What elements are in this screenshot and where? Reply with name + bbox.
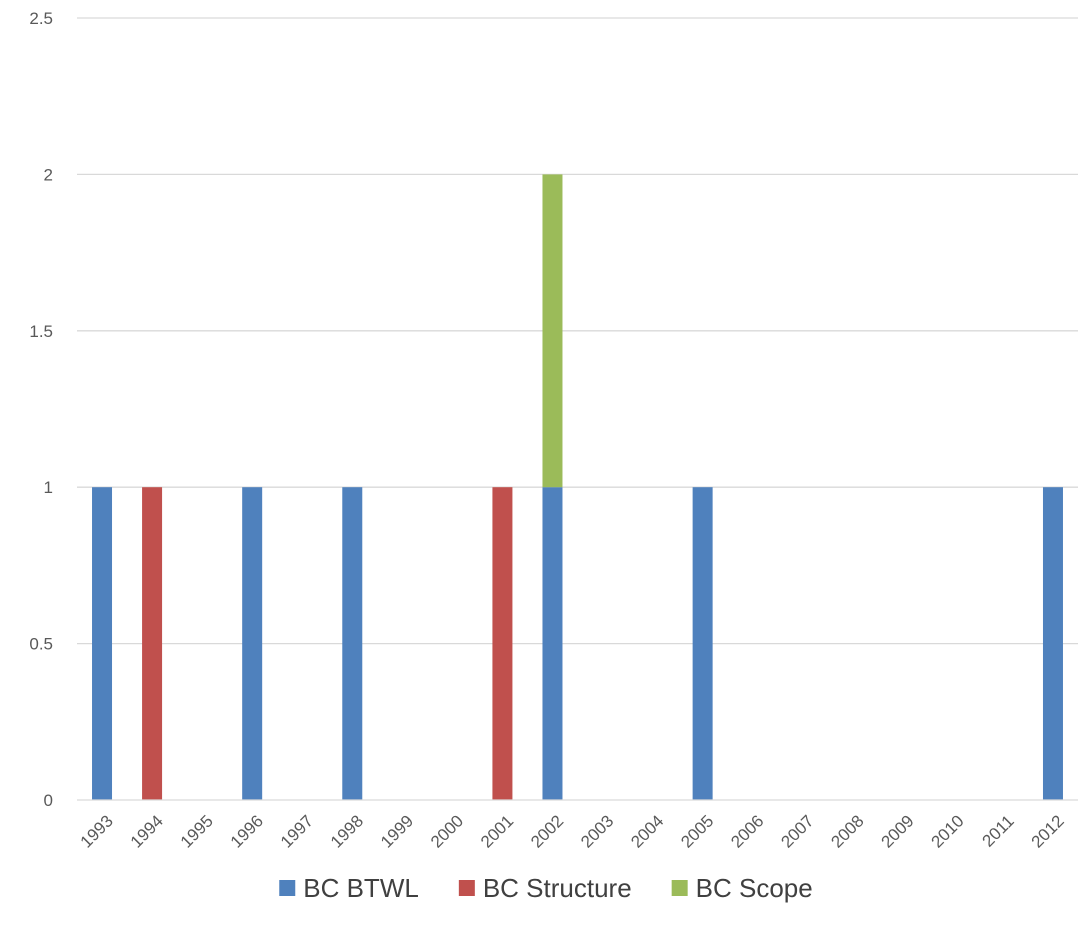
x-tick-label: 1998: [327, 811, 367, 851]
x-tick-label: 1994: [127, 811, 167, 851]
y-tick-label: 0.5: [29, 635, 53, 654]
x-axis-tick-labels: 1993 1994 1995 1996 1997 1998 1999 2000 2001 2002…: [77, 811, 1068, 851]
legend-label-bc-scope: BC Scope: [696, 873, 813, 903]
legend-label-bc-structure: BC Structure: [483, 873, 632, 903]
x-tick-label: 2004: [627, 811, 667, 851]
bar-bc-structure-1994: [142, 487, 163, 800]
x-tick-label: 1997: [277, 811, 317, 851]
y-tick-label: 0: [44, 791, 53, 810]
gridlines: [77, 17, 1078, 645]
x-tick-label: 1996: [227, 811, 267, 851]
bar-bc-btwl-1996: [242, 487, 263, 800]
x-tick-label: 2010: [928, 811, 968, 851]
x-tick-label: 2011: [978, 811, 1017, 850]
legend-label-bc-btwl: BC BTWL: [303, 873, 419, 903]
x-tick-label: 2000: [427, 811, 467, 851]
y-tick-label: 1.5: [29, 322, 53, 341]
bar-bc-scope-2002: [542, 174, 563, 488]
bars: [92, 174, 1063, 800]
x-tick-label: 2007: [777, 811, 817, 851]
legend: BC BTWL BC Structure BC Scope: [279, 873, 813, 903]
x-tick-label: 2006: [727, 811, 767, 851]
y-axis-tick-labels: 0 0.5 1 1.5 2 2.5: [29, 9, 53, 810]
legend-swatch-bc-btwl: [279, 880, 296, 896]
legend-swatch-bc-scope: [671, 880, 688, 896]
bar-bc-structure-2001: [492, 487, 513, 800]
x-tick-label: 2012: [1028, 811, 1068, 851]
x-tick-label: 2003: [577, 811, 617, 851]
bar-bc-btwl-2002: [542, 487, 563, 800]
legend-swatch-bc-structure: [458, 880, 475, 896]
x-tick-label: 2009: [877, 811, 917, 851]
x-tick-label: 1995: [177, 811, 217, 851]
y-tick-label: 2.5: [29, 9, 53, 28]
x-tick-label: 1993: [77, 811, 117, 851]
bar-bc-btwl-1993: [92, 487, 113, 800]
x-tick-label: 2005: [677, 811, 717, 851]
bar-bc-btwl-2005: [692, 487, 713, 800]
bar-bc-btwl-1998: [342, 487, 363, 800]
y-tick-label: 2: [44, 165, 53, 184]
x-tick-label: 1999: [377, 811, 417, 851]
x-tick-label: 2008: [827, 811, 867, 851]
bar-bc-btwl-2012: [1042, 487, 1063, 800]
x-tick-label: 2001: [477, 811, 517, 851]
y-tick-label: 1: [44, 478, 53, 497]
x-tick-label: 2002: [527, 811, 567, 851]
